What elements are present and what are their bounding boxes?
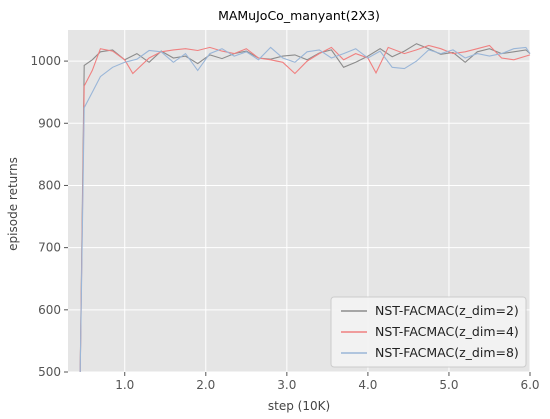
series-layer [79,43,531,373]
x-tick-label: 6.0 [520,378,539,392]
y-tick-label: 1000 [30,54,61,68]
x-tick-label: 1.0 [115,378,134,392]
series-line-2 [79,44,531,373]
legend-label-3: NST-FACMAC(z_dim=8) [375,345,519,360]
y-axis-ticks: 500 600 700 800 900 1000 [30,54,68,379]
x-tick-label: 5.0 [439,378,458,392]
legend: NST-FACMAC(z_dim=2) NST-FACMAC(z_dim=4) NS… [330,296,527,368]
x-axis-label: step (10K) [268,399,330,413]
y-tick-label: 900 [38,116,61,130]
legend-label-2: NST-FACMAC(z_dim=4) [375,324,519,339]
legend-label-1: NST-FACMAC(z_dim=2) [375,303,519,318]
y-tick-label: 600 [38,303,61,317]
x-axis-ticks: 1.0 2.0 3.0 4.0 5.0 6.0 [115,372,540,392]
x-tick-label: 4.0 [358,378,377,392]
series-line-3 [79,46,531,373]
y-axis-label: episode returns [6,157,20,251]
y-tick-label: 500 [38,365,61,379]
x-tick-label: 2.0 [196,378,215,392]
grid [68,30,531,373]
legend-box [330,296,527,368]
y-tick-label: 700 [38,241,61,255]
x-tick-label: 3.0 [277,378,296,392]
chart-title: MAMuJoCo_manyant(2X3) [218,8,380,23]
y-tick-label: 800 [38,178,61,192]
